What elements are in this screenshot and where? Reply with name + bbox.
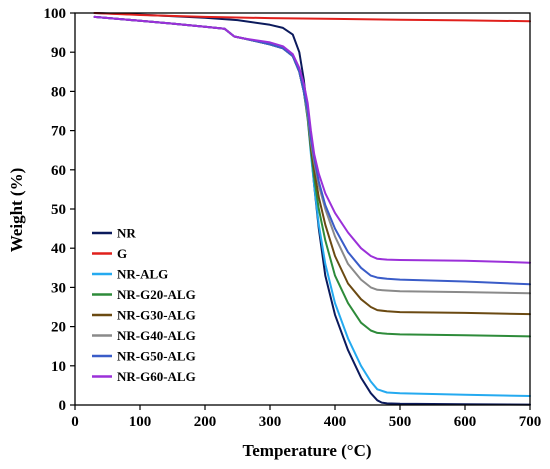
legend-label-2: NR-ALG (117, 267, 168, 282)
y-tick-label: 100 (44, 6, 67, 22)
x-tick-label: 500 (389, 414, 412, 430)
legend-label-0: NR (117, 226, 136, 241)
x-tick-label: 300 (259, 414, 282, 430)
y-tick-label: 70 (51, 124, 66, 140)
x-tick-label: 200 (194, 414, 217, 430)
x-tick-label: 600 (454, 414, 477, 430)
series-line-0 (93, 12, 531, 406)
y-tick-label: 50 (51, 202, 66, 218)
series-line-7 (93, 15, 531, 264)
y-tick-label: 30 (51, 280, 66, 296)
legend-label-5: NR-G40-ALG (117, 328, 196, 343)
x-tick-label: 700 (519, 414, 542, 430)
x-tick-label: 100 (129, 414, 152, 430)
y-tick-label: 40 (51, 241, 66, 257)
y-tick-label: 10 (51, 359, 66, 375)
y-tick-label: 20 (51, 320, 66, 336)
y-tick-label: 0 (59, 398, 67, 414)
legend-label-3: NR-G20-ALG (117, 287, 196, 302)
y-axis-title: Weight (%) (7, 168, 26, 253)
x-tick-label: 400 (324, 414, 347, 430)
plot-layer (93, 12, 531, 406)
legend: NR G NR-ALG NR-G20-ALG NR-G30-ALG NR-G40-ALG N… (92, 226, 196, 384)
series-line-6 (93, 15, 531, 286)
x-axis-title: Temperature (°C) (242, 441, 371, 460)
series-line-1 (93, 12, 531, 23)
legend-label-4: NR-G30-ALG (117, 308, 196, 323)
legend-label-6: NR-G50-ALG (117, 349, 196, 364)
series-line-5 (93, 15, 531, 295)
x-tick-label: 0 (71, 414, 79, 430)
legend-label-7: NR-G60-ALG (117, 369, 196, 384)
y-tick-label: 60 (51, 163, 66, 179)
legend-label-1: G (117, 246, 127, 261)
y-tick-label: 90 (51, 45, 66, 61)
y-tick-label: 80 (51, 84, 66, 100)
axes-layer: 0 100 200 300 400 500 600 700 0 10 20 30 40 50 60 70 80 9… (44, 6, 542, 430)
